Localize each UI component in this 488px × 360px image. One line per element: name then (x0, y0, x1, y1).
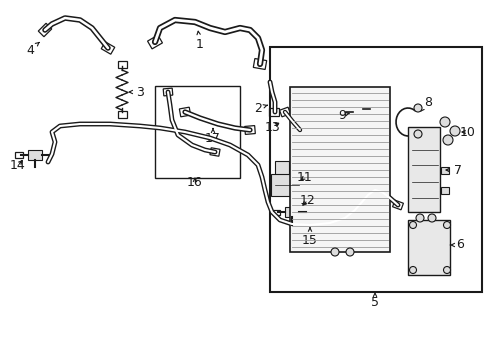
Text: 14: 14 (10, 158, 26, 171)
Text: 10: 10 (459, 126, 475, 139)
Text: 11: 11 (297, 171, 312, 184)
Bar (440, 186, 448, 194)
Bar (274, 161, 288, 179)
Bar (352, 108, 362, 116)
Text: 6: 6 (449, 239, 463, 252)
Text: 12: 12 (300, 194, 315, 207)
FancyBboxPatch shape (340, 109, 347, 114)
Text: 2: 2 (254, 102, 267, 114)
Bar (407, 127, 439, 212)
Bar (440, 166, 448, 174)
Circle shape (415, 214, 423, 222)
Circle shape (408, 221, 416, 229)
Circle shape (443, 266, 449, 274)
Bar (269, 47, 481, 292)
Text: 17: 17 (204, 129, 221, 144)
Bar (289, 87, 389, 252)
Bar (155, 86, 240, 178)
Text: 5: 5 (370, 293, 378, 309)
FancyBboxPatch shape (244, 126, 255, 134)
FancyBboxPatch shape (253, 59, 266, 69)
Text: 1: 1 (196, 31, 203, 50)
Bar (28, 150, 42, 160)
FancyBboxPatch shape (392, 200, 403, 210)
Bar (270, 174, 298, 196)
Text: 15: 15 (302, 228, 317, 247)
Circle shape (442, 135, 452, 145)
FancyBboxPatch shape (272, 210, 279, 215)
Text: 9: 9 (337, 108, 348, 122)
FancyBboxPatch shape (38, 23, 52, 37)
Text: 4: 4 (26, 42, 39, 57)
Circle shape (330, 248, 338, 256)
Circle shape (427, 214, 435, 222)
FancyBboxPatch shape (179, 107, 190, 117)
FancyBboxPatch shape (163, 88, 172, 96)
FancyBboxPatch shape (101, 42, 115, 54)
FancyBboxPatch shape (147, 35, 162, 49)
Bar (407, 220, 449, 275)
Circle shape (449, 126, 459, 136)
FancyBboxPatch shape (279, 107, 290, 117)
Circle shape (413, 104, 421, 112)
Circle shape (408, 266, 416, 274)
Circle shape (443, 221, 449, 229)
Bar (285, 207, 298, 217)
Text: 13: 13 (264, 121, 280, 134)
FancyBboxPatch shape (209, 148, 220, 156)
FancyBboxPatch shape (268, 108, 279, 116)
Circle shape (413, 130, 421, 138)
FancyBboxPatch shape (15, 152, 23, 158)
Circle shape (346, 248, 353, 256)
Circle shape (439, 117, 449, 127)
Text: 3: 3 (129, 86, 143, 99)
Text: 16: 16 (187, 176, 203, 189)
Text: 7: 7 (445, 163, 461, 176)
FancyBboxPatch shape (117, 60, 126, 68)
FancyBboxPatch shape (304, 210, 311, 215)
FancyBboxPatch shape (117, 111, 126, 117)
Text: 8: 8 (420, 95, 431, 111)
